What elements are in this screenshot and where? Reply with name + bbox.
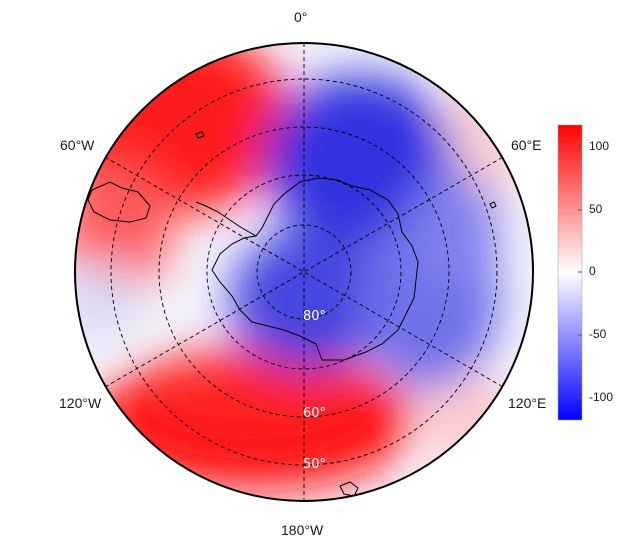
graticule — [104, 43, 504, 501]
anomaly-field — [75, 43, 533, 501]
lon-label-120e: 120°E — [508, 395, 547, 411]
lon-label-180w: 180°W — [281, 522, 324, 538]
map-boundary — [74, 42, 534, 502]
lon-label-0: 0° — [294, 9, 308, 25]
antarctica-coastline — [211, 177, 419, 361]
antarctic-peninsula-coastline — [195, 201, 257, 237]
colorbar-tick-minus-100: -100 — [589, 390, 614, 404]
coastlines — [87, 131, 497, 497]
latitude-label-60: 60° — [303, 406, 326, 421]
lon-label-120w: 120°W — [59, 395, 102, 411]
colorbar-tick-0: 0 — [589, 264, 596, 278]
colorbar-tick-50: 50 — [589, 202, 603, 216]
lon-label-60w: 60°W — [60, 137, 95, 153]
colorbar-tick-100: 100 — [589, 139, 610, 153]
island-new-zealand — [339, 481, 359, 497]
latitude-label-80: 80° — [303, 309, 326, 324]
lon-label-60e: 60°E — [511, 137, 542, 153]
latitude-circle-70 — [206, 174, 402, 370]
south-america-coastline — [87, 181, 151, 223]
island-kerguelen — [489, 201, 497, 209]
colorbar-tick-marks — [578, 146, 582, 399]
colorbar-tick-minus-50: -50 — [589, 327, 607, 341]
island-south-georgia — [195, 131, 205, 139]
latitude-label-50: 50° — [303, 457, 326, 472]
